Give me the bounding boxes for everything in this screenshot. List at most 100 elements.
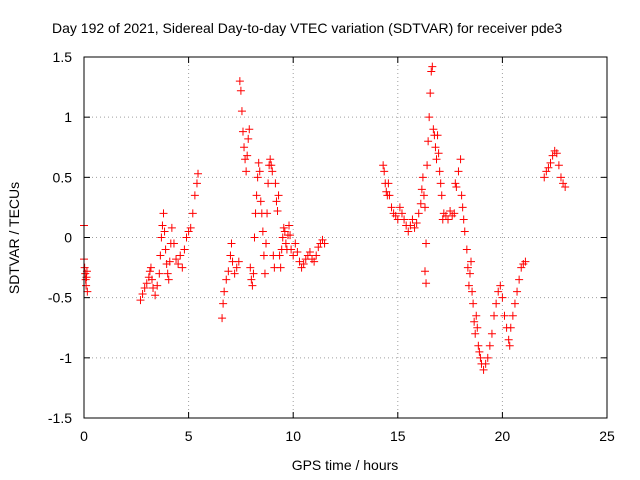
data-point bbox=[169, 239, 178, 248]
data-point bbox=[395, 203, 404, 212]
data-point bbox=[234, 257, 243, 266]
x-tick-label: 25 bbox=[599, 428, 615, 444]
data-point bbox=[479, 365, 488, 374]
data-point bbox=[498, 293, 507, 302]
data-point bbox=[318, 235, 327, 244]
data-point bbox=[490, 311, 499, 320]
data-point bbox=[496, 281, 505, 290]
data-point bbox=[149, 284, 158, 293]
data-point bbox=[160, 227, 169, 236]
data-point bbox=[548, 151, 557, 160]
data-point bbox=[451, 179, 460, 188]
data-point bbox=[454, 167, 463, 176]
data-point bbox=[151, 291, 160, 300]
data-point bbox=[273, 207, 282, 216]
data-point bbox=[165, 257, 174, 266]
data-point bbox=[513, 287, 522, 296]
data-point bbox=[444, 215, 453, 224]
y-tick-label: 0.5 bbox=[53, 169, 73, 185]
data-point bbox=[379, 161, 388, 170]
data-point bbox=[546, 158, 555, 167]
data-point bbox=[278, 233, 287, 242]
y-tick-label: -1 bbox=[60, 350, 73, 366]
x-tick-label: 20 bbox=[495, 428, 511, 444]
data-point bbox=[385, 191, 394, 200]
data-point bbox=[272, 197, 281, 206]
data-point bbox=[244, 134, 253, 143]
data-point bbox=[506, 323, 515, 332]
y-tick-label: -0.5 bbox=[48, 290, 72, 306]
data-point bbox=[424, 137, 433, 146]
data-point bbox=[274, 191, 283, 200]
data-point bbox=[271, 179, 280, 188]
data-point bbox=[426, 89, 435, 98]
x-tick-label: 0 bbox=[80, 428, 88, 444]
data-point bbox=[303, 251, 312, 260]
data-point bbox=[156, 251, 165, 260]
data-point bbox=[423, 161, 432, 170]
data-point bbox=[176, 251, 185, 260]
data-point bbox=[459, 215, 468, 224]
x-tick-label: 15 bbox=[390, 428, 406, 444]
data-point bbox=[552, 149, 561, 158]
data-point bbox=[140, 284, 149, 293]
data-point bbox=[241, 155, 250, 164]
data-point bbox=[432, 155, 441, 164]
data-point bbox=[287, 245, 296, 254]
data-point bbox=[554, 161, 563, 170]
data-point bbox=[174, 259, 183, 268]
data-point bbox=[412, 219, 421, 228]
data-point bbox=[428, 62, 437, 71]
data-point bbox=[192, 179, 201, 188]
data-point bbox=[227, 239, 236, 248]
data-point bbox=[540, 173, 549, 182]
data-point bbox=[188, 209, 197, 218]
data-point bbox=[458, 203, 467, 212]
data-point bbox=[146, 263, 155, 272]
data-point bbox=[218, 314, 227, 323]
y-tick-label: 1.5 bbox=[53, 49, 73, 65]
data-point bbox=[275, 251, 284, 260]
data-point bbox=[138, 290, 147, 299]
data-point bbox=[243, 151, 252, 160]
data-point bbox=[492, 299, 501, 308]
data-point bbox=[180, 245, 189, 254]
data-point bbox=[224, 267, 233, 276]
data-point bbox=[219, 299, 228, 308]
data-point bbox=[220, 287, 229, 296]
data-point bbox=[559, 179, 568, 188]
data-point bbox=[508, 311, 517, 320]
data-point bbox=[387, 203, 396, 212]
data-point bbox=[289, 251, 298, 260]
data-point bbox=[404, 227, 413, 236]
data-point bbox=[470, 317, 479, 326]
y-tick-label: -1.5 bbox=[48, 410, 72, 426]
data-point bbox=[194, 169, 203, 178]
data-point bbox=[504, 335, 513, 344]
data-point bbox=[267, 161, 276, 170]
data-point bbox=[276, 263, 285, 272]
data-point bbox=[285, 221, 294, 230]
data-point bbox=[83, 287, 92, 296]
data-point bbox=[172, 255, 181, 264]
data-point bbox=[158, 221, 167, 230]
data-point bbox=[145, 267, 154, 276]
data-point bbox=[505, 341, 514, 350]
data-point bbox=[281, 239, 290, 248]
data-point bbox=[429, 125, 438, 134]
data-point bbox=[425, 113, 434, 122]
data-point bbox=[153, 281, 162, 290]
data-point bbox=[182, 233, 191, 242]
data-point bbox=[446, 207, 455, 216]
data-point bbox=[248, 281, 257, 290]
data-point bbox=[435, 167, 444, 176]
data-point bbox=[561, 182, 570, 191]
data-point bbox=[245, 125, 254, 134]
data-point bbox=[485, 341, 494, 350]
data-point bbox=[465, 269, 474, 278]
data-point bbox=[494, 287, 503, 296]
data-point bbox=[266, 155, 275, 164]
data-point bbox=[136, 296, 145, 305]
data-point bbox=[417, 185, 426, 194]
